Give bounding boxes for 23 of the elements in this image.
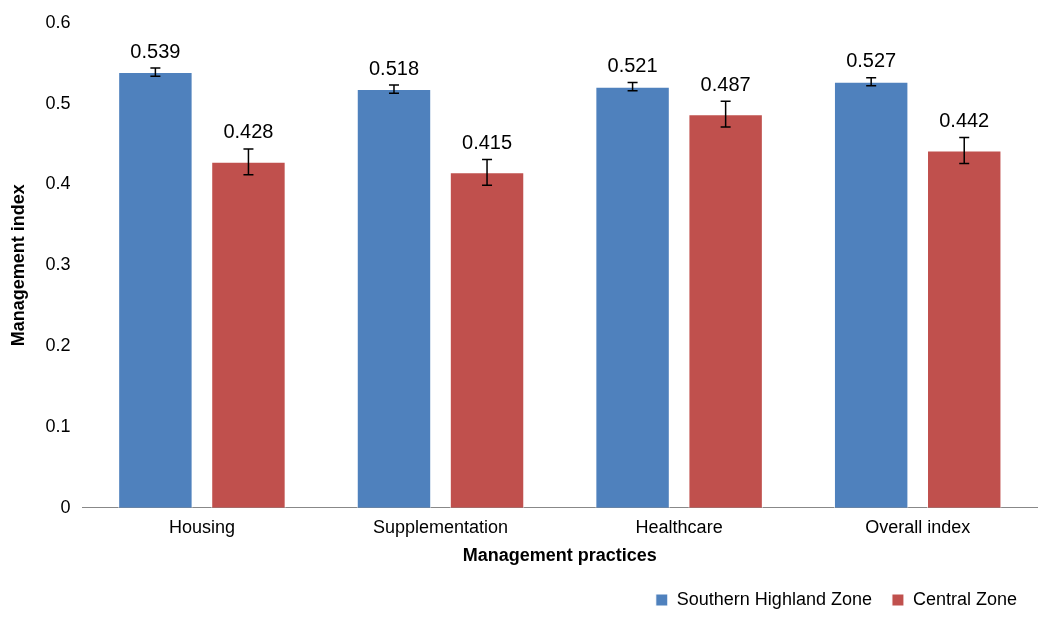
data-label: 0.518 [368, 56, 420, 79]
data-label: 0.539 [130, 39, 181, 62]
legend-label: Southern Highland Zone [676, 588, 872, 609]
y-tick-label: 0.2 [45, 335, 71, 356]
data-label: 0.415 [462, 130, 513, 153]
data-label: 0.521 [607, 54, 658, 77]
y-tick-label: 0.5 [45, 92, 71, 113]
x-tick-label: Supplementation [372, 516, 509, 537]
y-tick-label: 0.3 [45, 254, 71, 275]
data-label: 0.487 [700, 72, 751, 95]
x-axis-title: Management practices [462, 545, 657, 566]
y-tick-label: 0.6 [45, 11, 71, 32]
y-tick-label: 0.4 [45, 173, 71, 194]
legend-label: Central Zone [912, 588, 1018, 609]
y-tick-label: 0.1 [45, 415, 71, 436]
x-tick-label: Healthcare [635, 516, 723, 537]
data-label: 0.442 [939, 109, 990, 132]
data-label: 0.428 [223, 120, 274, 143]
x-tick-label: Housing [168, 516, 235, 537]
data-label: 0.527 [846, 49, 897, 72]
x-tick-label: Overall index [865, 516, 971, 537]
y-tick-label: 0 [60, 496, 71, 517]
y-axis-title: Management index [7, 184, 28, 347]
